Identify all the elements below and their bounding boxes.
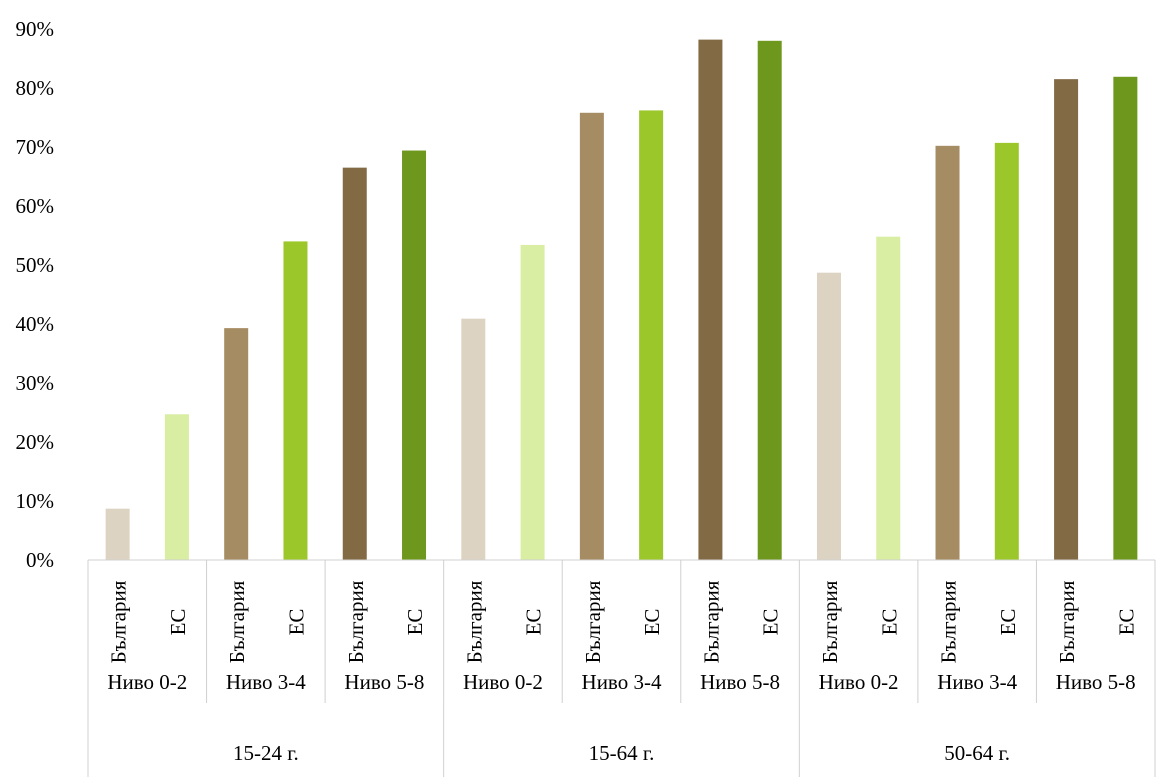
bar — [1054, 79, 1079, 561]
bar — [342, 167, 367, 560]
bar — [520, 244, 545, 560]
y-tick-label: 20% — [16, 430, 55, 454]
bar — [757, 40, 782, 561]
bar-category-label: България — [818, 580, 842, 663]
y-axis: 0% 10% 20% 30% 40% 50% 60% 70% 80% 90% — [16, 17, 55, 572]
bar — [816, 272, 841, 560]
y-tick-label: 0% — [26, 548, 54, 572]
group-label: 15-64 г. — [589, 741, 655, 765]
bar-category-label: България — [462, 580, 486, 663]
bar — [698, 39, 723, 561]
bar-category-label: ЕС — [996, 609, 1020, 636]
bar — [402, 150, 427, 561]
bar — [164, 414, 189, 560]
group-label: 50-64 г. — [944, 741, 1010, 765]
y-tick-label: 30% — [16, 371, 55, 395]
y-tick-label: 90% — [16, 17, 55, 41]
level-label: Ниво 0-2 — [107, 670, 187, 694]
bar-category-label: ЕС — [877, 609, 901, 636]
bar-category-label: България — [699, 580, 723, 663]
bar — [283, 241, 308, 560]
y-tick-label: 70% — [16, 135, 55, 159]
bar-category-label: ЕС — [166, 609, 190, 636]
level-label: Ниво 3-4 — [937, 670, 1017, 694]
y-tick-label: 80% — [16, 76, 55, 100]
bar — [935, 145, 960, 560]
bar — [639, 110, 664, 561]
bar — [105, 508, 130, 560]
y-tick-label: 10% — [16, 489, 55, 513]
level-label: Ниво 5-8 — [1056, 670, 1136, 694]
bar-category-label: България — [937, 580, 961, 663]
y-tick-label: 60% — [16, 194, 55, 218]
bar — [1113, 76, 1138, 560]
bars — [105, 39, 1138, 561]
level-label: Ниво 5-8 — [700, 670, 780, 694]
bar-category-label: България — [344, 580, 368, 663]
bar-category-label: България — [1055, 580, 1079, 663]
bar-category-label: ЕС — [1114, 609, 1138, 636]
bar — [461, 318, 486, 560]
group-label: 15-24 г. — [233, 741, 299, 765]
bar-category-label: България — [581, 580, 605, 663]
level-label: Ниво 3-4 — [582, 670, 662, 694]
bar-category-label: България — [225, 580, 249, 663]
level-label: Ниво 3-4 — [226, 670, 306, 694]
bar-category-label: ЕС — [759, 609, 783, 636]
bar-category-label: ЕС — [640, 609, 664, 636]
y-tick-label: 50% — [16, 253, 55, 277]
bar-category-label: ЕС — [284, 609, 308, 636]
bar — [579, 112, 604, 560]
bar-category-label: България — [107, 580, 131, 663]
level-label: Ниво 0-2 — [819, 670, 899, 694]
level-label: Ниво 0-2 — [463, 670, 543, 694]
y-tick-label: 40% — [16, 312, 55, 336]
bar — [994, 142, 1019, 560]
bar-category-label: ЕС — [403, 609, 427, 636]
level-label: Ниво 5-8 — [344, 670, 424, 694]
x-axis: България ЕС България ЕС България ЕС България ЕС… — [87, 559, 1156, 777]
bar-category-label: ЕС — [522, 609, 546, 636]
bar — [876, 236, 901, 560]
bar — [224, 328, 249, 560]
